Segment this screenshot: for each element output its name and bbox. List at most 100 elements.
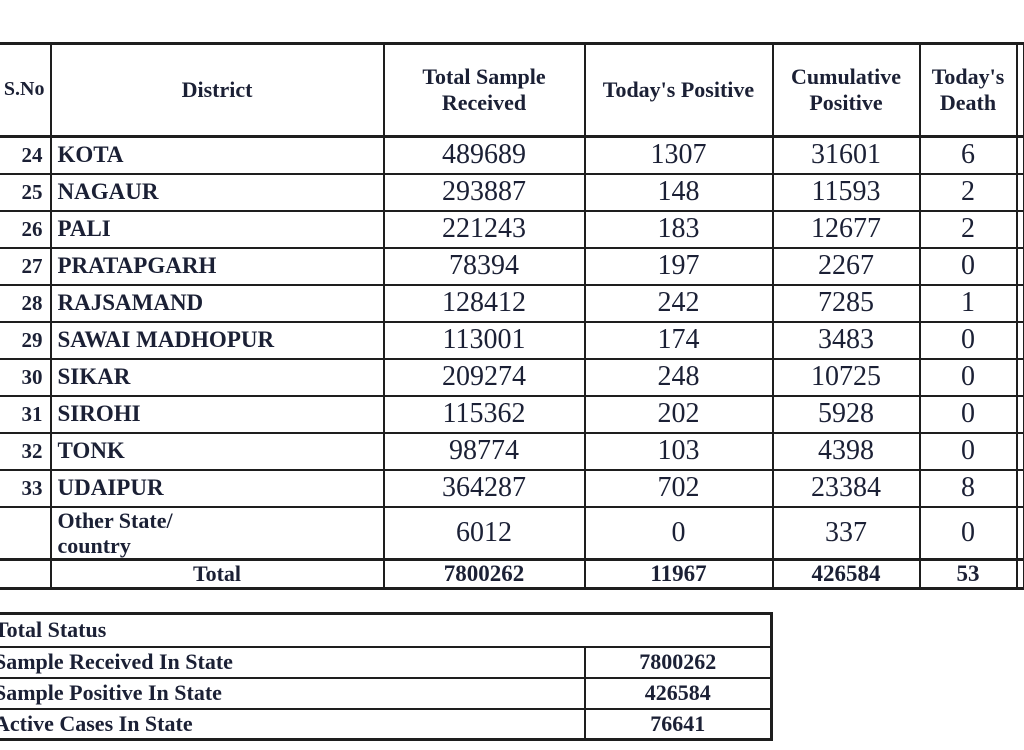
table-row: 28 RAJSAMAND 128412 242 7285 1: [0, 283, 1024, 323]
cell-sno: 33: [0, 468, 52, 508]
cell-todays-positive: 1307: [583, 135, 774, 175]
table-row: 32 TONK 98774 103 4398 0: [0, 431, 1024, 471]
status-label-sample-received: Sample Received In State: [0, 645, 586, 679]
cell-sno: 26: [0, 209, 52, 249]
col-header-sno: S.No: [0, 42, 52, 138]
cell-total-sample: 364287: [382, 468, 586, 508]
status-label-sample-positive: Sample Positive In State: [0, 676, 586, 710]
status-value-sample-received: 7800262: [583, 645, 773, 679]
cell-clipped: [1015, 431, 1024, 471]
cell-sno: 25: [0, 172, 52, 212]
cell-total-sample: 7800262: [382, 557, 586, 589]
cell-todays-death: 6: [918, 135, 1018, 175]
cell-sno: 28: [0, 283, 52, 323]
cell-total-sample: 293887: [382, 172, 586, 212]
cell-total-sample: 113001: [382, 320, 586, 360]
cell-clipped: [1015, 209, 1024, 249]
cell-todays-positive: 702: [583, 468, 774, 508]
cell-todays-death: 0: [918, 394, 1018, 434]
cell-todays-death: 0: [918, 320, 1018, 360]
cell-district: NAGAUR: [49, 172, 385, 212]
status-row: Sample Positive In State 426584: [0, 676, 773, 710]
col-header-todays-positive: Today's Positive: [583, 42, 774, 138]
cell-sno: 30: [0, 357, 52, 397]
cell-district: SAWAI MADHOPUR: [49, 320, 385, 360]
table-header-row: S.No District Total Sample Received Toda…: [0, 42, 1024, 138]
cell-sno: [0, 505, 52, 560]
cell-sno: [0, 557, 52, 589]
cell-total-sample: 78394: [382, 246, 586, 286]
cell-todays-positive: 248: [583, 357, 774, 397]
cell-todays-death: 0: [918, 357, 1018, 397]
cell-todays-positive: 103: [583, 431, 774, 471]
cell-district: Other State/ country: [49, 505, 385, 560]
table-row: 33 UDAIPUR 364287 702 23384 8: [0, 468, 1024, 508]
cell-sno: 31: [0, 394, 52, 434]
cell-district: PALI: [49, 209, 385, 249]
cell-clipped: [1015, 246, 1024, 286]
other-state-label: Other State/ country: [57, 507, 173, 558]
cell-cumulative-positive: 426584: [771, 557, 921, 589]
col-header-clipped: [1015, 42, 1024, 138]
cell-todays-death: 2: [918, 209, 1018, 249]
status-value-active-cases: 76641: [583, 707, 773, 741]
status-label-active-cases: Active Cases In State: [0, 707, 586, 741]
cell-cumulative-positive: 31601: [771, 135, 921, 175]
cell-clipped: [1015, 135, 1024, 175]
status-row: Sample Received In State 7800262: [0, 645, 773, 679]
table-row: 30 SIKAR 209274 248 10725 0: [0, 357, 1024, 397]
cell-todays-death: 0: [918, 246, 1018, 286]
cell-todays-positive: 183: [583, 209, 774, 249]
status-row: Active Cases In State 76641: [0, 707, 773, 741]
cell-district: SIKAR: [49, 357, 385, 397]
cell-district: PRATAPGARH: [49, 246, 385, 286]
table-row: 26 PALI 221243 183 12677 2: [0, 209, 1024, 249]
cell-cumulative-positive: 337: [771, 505, 921, 560]
table-row: 31 SIROHI 115362 202 5928 0: [0, 394, 1024, 434]
cell-district: KOTA: [49, 135, 385, 175]
cell-clipped: [1015, 557, 1024, 589]
cell-cumulative-positive: 3483: [771, 320, 921, 360]
cell-total-sample: 128412: [382, 283, 586, 323]
cell-todays-death: 53: [918, 557, 1018, 589]
status-title-row: Total Status: [0, 612, 773, 648]
cell-clipped: [1015, 505, 1024, 560]
cell-todays-positive: 197: [583, 246, 774, 286]
col-header-cumulative-positive: Cumulative Positive: [771, 42, 921, 138]
col-header-total-sample: Total Sample Received: [382, 42, 586, 138]
cell-todays-positive: 202: [583, 394, 774, 434]
cell-total-sample: 6012: [382, 505, 586, 560]
district-covid-table: S.No District Total Sample Received Toda…: [0, 42, 1024, 590]
cell-todays-positive: 174: [583, 320, 774, 360]
cell-clipped: [1015, 283, 1024, 323]
cell-todays-positive: 148: [583, 172, 774, 212]
cell-todays-positive: 0: [583, 505, 774, 560]
cell-cumulative-positive: 2267: [771, 246, 921, 286]
status-value-sample-positive: 426584: [583, 676, 773, 710]
total-label: Total: [49, 557, 385, 589]
col-header-district: District: [49, 42, 385, 138]
cell-todays-death: 0: [918, 431, 1018, 471]
cell-sno: 29: [0, 320, 52, 360]
table-row: 24 KOTA 489689 1307 31601 6: [0, 135, 1024, 175]
cell-total-sample: 221243: [382, 209, 586, 249]
table-row: 27 PRATAPGARH 78394 197 2267 0: [0, 246, 1024, 286]
table-row-other-state: Other State/ country 6012 0 337 0: [0, 505, 1024, 560]
cell-todays-death: 2: [918, 172, 1018, 212]
cell-sno: 24: [0, 135, 52, 175]
cell-district: TONK: [49, 431, 385, 471]
cell-clipped: [1015, 357, 1024, 397]
cell-todays-death: 8: [918, 468, 1018, 508]
cell-clipped: [1015, 468, 1024, 508]
cell-clipped: [1015, 320, 1024, 360]
cell-cumulative-positive: 7285: [771, 283, 921, 323]
cell-district: RAJSAMAND: [49, 283, 385, 323]
total-status-table: Total Status Sample Received In State 78…: [0, 612, 773, 741]
cell-todays-death: 0: [918, 505, 1018, 560]
col-header-todays-death: Today's Death: [918, 42, 1018, 138]
status-table-title: Total Status: [0, 612, 773, 648]
cell-cumulative-positive: 11593: [771, 172, 921, 212]
cell-total-sample: 115362: [382, 394, 586, 434]
cell-cumulative-positive: 10725: [771, 357, 921, 397]
